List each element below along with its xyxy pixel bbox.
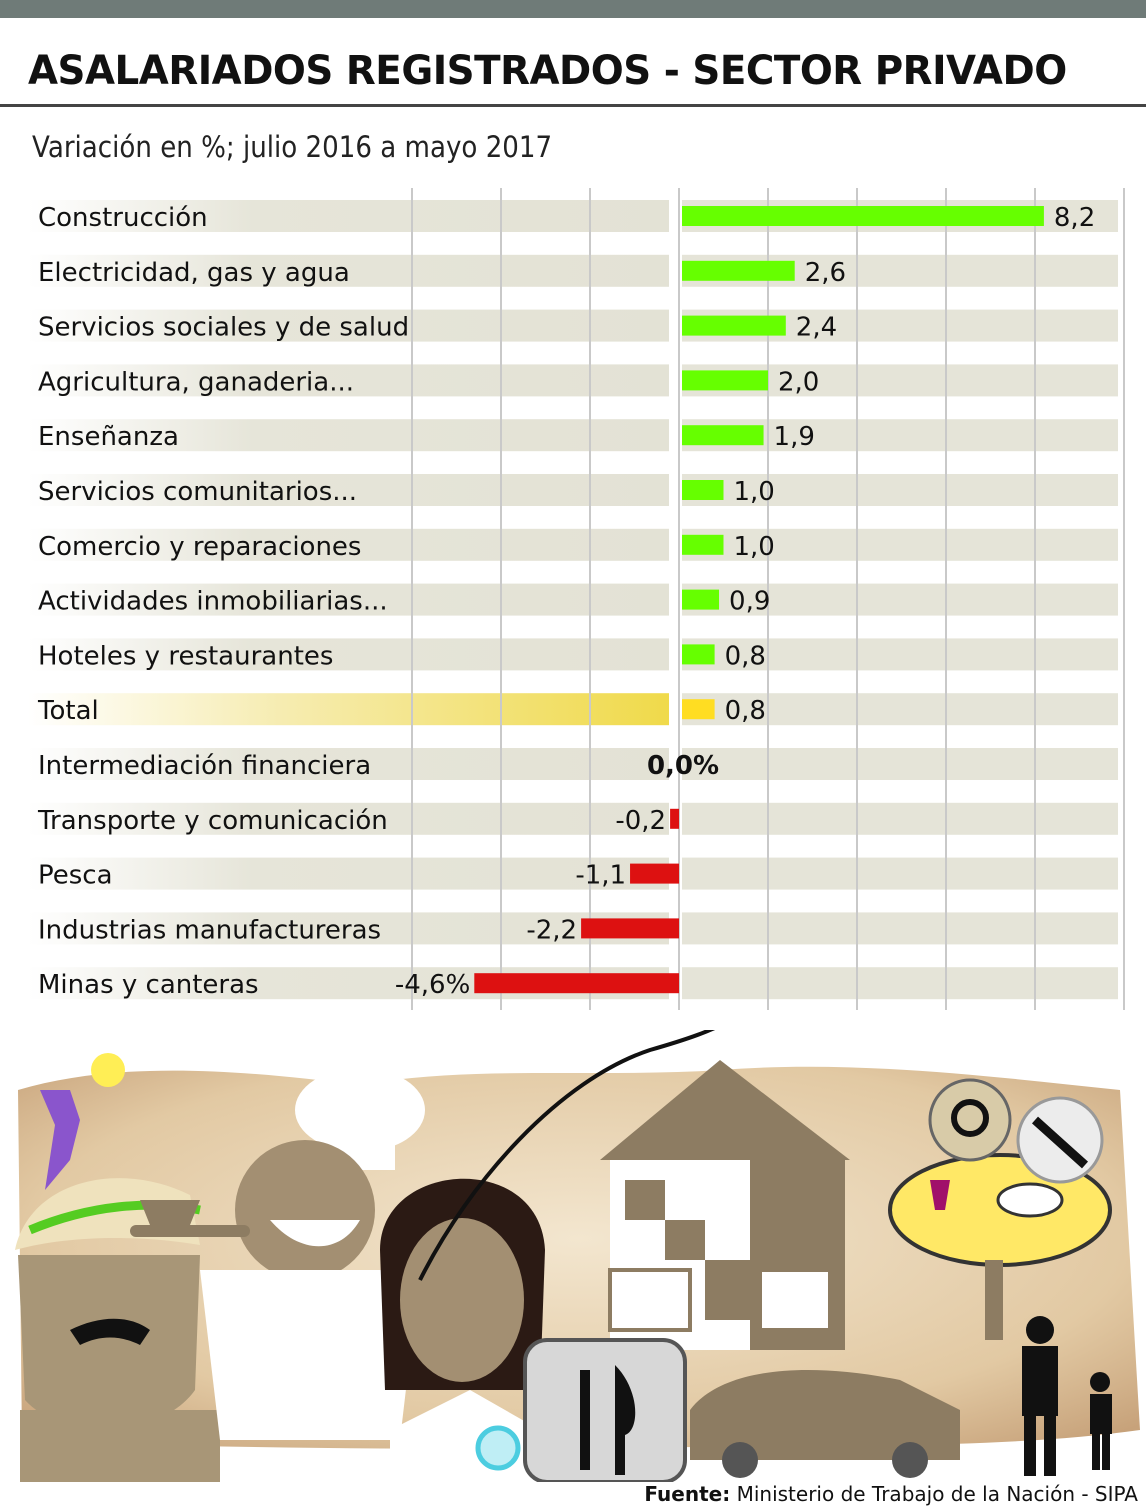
bar	[682, 534, 724, 555]
wrench-icon	[1016, 1096, 1104, 1184]
value-label: 8,2	[1054, 203, 1095, 233]
row-band	[28, 802, 669, 835]
grid-lines	[411, 188, 1125, 1010]
value-label: 0,0%	[647, 751, 719, 781]
category-labels: Construcción Electricidad, gas y agua Serv…	[37, 203, 409, 1000]
value-labels: 8,22,62,42,01,91,01,00,90,80,80,0%-0,2-1…	[395, 203, 1095, 1000]
category-label: Enseñanza	[38, 422, 179, 452]
category-label: Industrias manufactureras	[38, 915, 381, 945]
bar-chart: Construcción Electricidad, gas y agua Serv…	[28, 188, 1125, 1010]
chat-icon	[928, 1078, 1012, 1162]
category-label: Servicios comunitarios...	[38, 477, 357, 507]
bar	[682, 425, 764, 446]
row-band	[28, 364, 669, 397]
row-band	[28, 912, 669, 945]
value-label: -1,1	[575, 861, 626, 891]
bar	[630, 863, 679, 884]
value-label: 0,8	[725, 641, 766, 671]
bar	[670, 808, 679, 829]
bar	[682, 206, 1044, 226]
row-band	[682, 474, 1118, 506]
row-band	[682, 638, 1118, 671]
bar	[682, 370, 768, 391]
bar	[682, 589, 720, 610]
chart-title: ASALARIADOS REGISTRADOS - SECTOR PRIVADO	[28, 48, 1067, 94]
category-label: Construcción	[38, 203, 208, 233]
category-label: Comercio y reparaciones	[38, 532, 361, 562]
bar	[682, 315, 786, 336]
row-band	[28, 528, 669, 561]
bar	[474, 973, 679, 994]
bar	[581, 918, 679, 939]
top-bar	[0, 0, 1146, 18]
row-band	[28, 857, 669, 890]
category-label: Total	[37, 696, 99, 726]
row-band	[28, 309, 669, 342]
category-label: Actividades inmobiliarias...	[38, 587, 388, 617]
chef-icon	[130, 1068, 425, 1440]
value-label: -2,2	[526, 915, 577, 945]
row-band	[28, 638, 669, 671]
row-band	[682, 748, 1118, 780]
row-band	[28, 748, 669, 780]
value-label: 1,0	[734, 477, 775, 507]
source-note: Fuente: Ministerio de Trabajo de la Naci…	[644, 1482, 1138, 1506]
category-label: Transporte y comunicación	[37, 806, 388, 836]
bars	[474, 206, 1044, 994]
value-label: 2,4	[796, 313, 837, 343]
bar	[682, 480, 724, 500]
bar	[682, 644, 715, 665]
sun-icon	[91, 1053, 125, 1087]
category-label: Hoteles y restaurantes	[38, 641, 333, 671]
row-band	[28, 693, 669, 726]
row-band	[28, 583, 669, 616]
category-label: Electricidad, gas y agua	[38, 258, 350, 288]
value-label: 2,6	[805, 258, 846, 288]
runner-icon	[40, 1090, 80, 1190]
decorative-swirl	[418, 1030, 715, 1281]
row-band	[28, 419, 669, 452]
category-label: Servicios sociales y de salud	[38, 313, 409, 343]
category-label: Minas y canteras	[38, 970, 259, 1000]
row-band	[682, 802, 1118, 835]
woman-icon	[380, 1178, 545, 1482]
value-label: 1,9	[774, 422, 815, 452]
row-band	[682, 967, 1118, 1000]
cutlery-icon	[523, 1338, 687, 1482]
row-band	[28, 474, 669, 506]
source-text: Ministerio de Trabajo de la Nación - SIP…	[736, 1482, 1138, 1506]
bar	[682, 699, 715, 720]
category-label: Agricultura, ganaderia...	[38, 367, 354, 397]
category-label: Pesca	[38, 861, 113, 891]
source-label: Fuente:	[644, 1482, 731, 1506]
value-label: -0,2	[615, 806, 666, 836]
illustration	[15, 1030, 1140, 1482]
car-icon	[690, 1370, 960, 1478]
value-label: 1,0	[734, 532, 775, 562]
row-band	[28, 200, 669, 232]
row-band	[28, 254, 669, 287]
category-label: Intermediación financiera	[38, 751, 371, 781]
value-label: 2,0	[778, 367, 819, 397]
title-rule	[0, 104, 1146, 107]
house-icon	[600, 1060, 850, 1350]
value-label: 0,9	[729, 587, 770, 617]
family-icon	[1022, 1316, 1112, 1476]
row-band	[682, 857, 1118, 890]
row-band	[682, 528, 1118, 561]
row-band	[682, 583, 1118, 616]
bar	[682, 260, 795, 281]
value-label: 0,8	[725, 696, 766, 726]
chart-subtitle: Variación en %; julio 2016 a mayo 2017	[32, 130, 553, 164]
row-band	[682, 912, 1118, 945]
row-band	[682, 693, 1118, 726]
value-label: -4,6%	[395, 970, 470, 1000]
